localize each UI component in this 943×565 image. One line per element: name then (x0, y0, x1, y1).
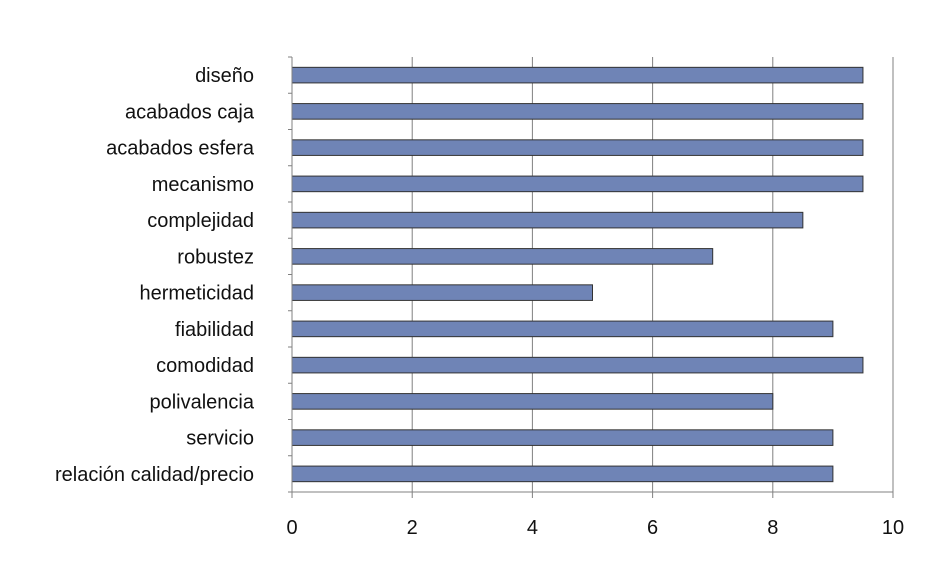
bar (291, 103, 864, 120)
x-tick-label: 2 (407, 517, 418, 539)
category-label: mecanismo (152, 174, 254, 196)
bar (291, 393, 774, 410)
category-label: robustez (177, 246, 254, 268)
bar (291, 356, 864, 374)
bar (291, 429, 834, 446)
bar (291, 175, 864, 193)
x-tick-label: 8 (767, 517, 778, 539)
axes (288, 56, 894, 498)
category-labels: diseño acabados caja acabados esfera mecani… (55, 65, 255, 486)
bars (291, 66, 864, 483)
category-label: relación calidad/precio (55, 464, 254, 486)
category-label: servicio (186, 428, 254, 450)
category-label: hermeticidad (139, 283, 254, 305)
bar (291, 139, 864, 156)
grid-lines (411, 57, 894, 492)
x-tick-label: 0 (286, 517, 297, 539)
bar (291, 284, 593, 301)
category-label: comodidad (156, 355, 254, 377)
x-tick-labels: 0 2 4 6 8 10 (286, 517, 904, 539)
bar (291, 211, 804, 229)
bar (291, 465, 834, 483)
category-label: acabados esfera (106, 138, 255, 160)
x-tick-label: 6 (647, 517, 658, 539)
bar (291, 248, 714, 265)
category-label: polivalencia (149, 391, 254, 413)
category-label: complejidad (147, 210, 254, 232)
bar (291, 66, 864, 84)
category-label: acabados caja (125, 101, 255, 123)
category-label: fiabilidad (175, 319, 254, 341)
x-tick-label: 4 (527, 517, 538, 539)
x-tick-label: 10 (882, 517, 904, 539)
bar (291, 320, 834, 338)
category-label: diseño (195, 65, 254, 87)
